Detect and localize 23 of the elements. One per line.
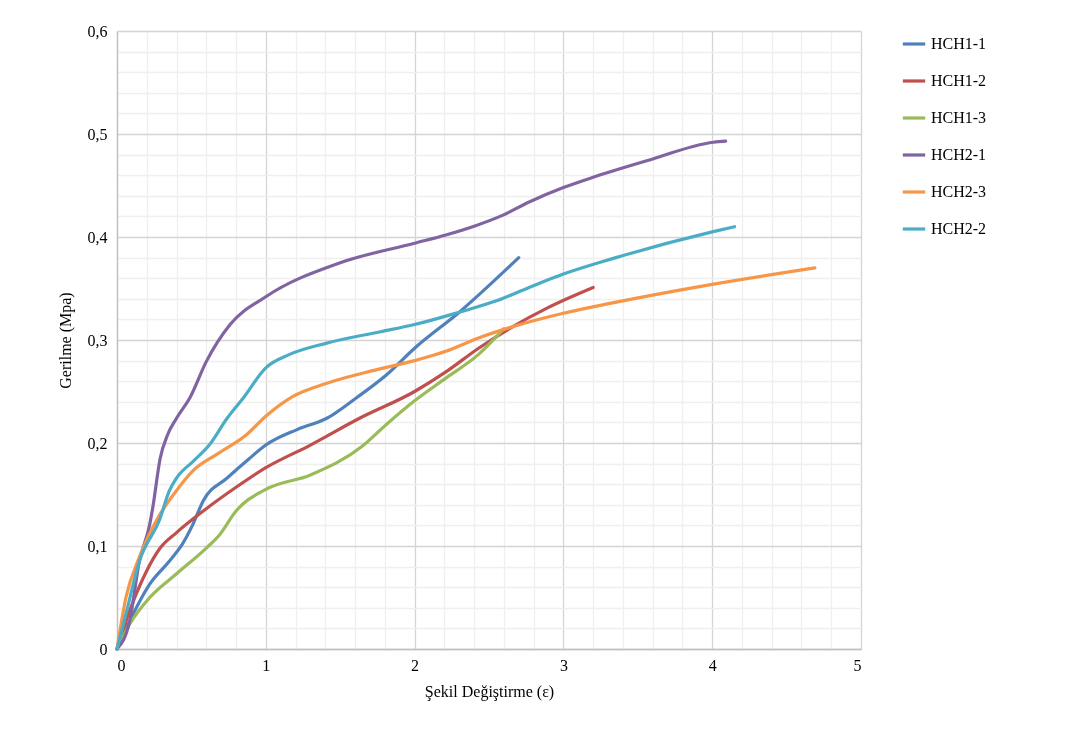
x-tick-label: 0 [117, 656, 126, 674]
line-series [115, 225, 737, 651]
x-tick-label: 3 [559, 656, 568, 674]
legend-label: HCH2-2 [931, 220, 987, 237]
y-tick-label: 0,2 [87, 434, 108, 452]
x-tick-label: 4 [708, 656, 717, 674]
legend-label: HCH1-3 [931, 109, 987, 126]
x-axis-title: Şekil Değiştirme (ε) [424, 682, 555, 701]
legend-label: HCH2-3 [931, 183, 987, 200]
x-tick-label: 5 [853, 656, 862, 674]
y-tick-label: 0,5 [87, 125, 108, 143]
x-tick-label: 2 [411, 656, 420, 674]
y-tick-label: 0,3 [87, 331, 108, 349]
y-axis-title: Gerilme (Mpa) [56, 292, 75, 389]
y-tick-label: 0,4 [87, 228, 108, 246]
legend-label: HCH1-2 [931, 72, 987, 89]
x-tick-label: 1 [262, 656, 271, 674]
legend-label: HCH2-1 [931, 146, 987, 163]
y-tick-label: 0,6 [87, 22, 108, 40]
y-tick-label: 0 [99, 640, 108, 658]
legend-label: HCH1-1 [931, 35, 987, 52]
line-series [115, 139, 728, 651]
y-tick-label: 0,1 [87, 537, 108, 555]
